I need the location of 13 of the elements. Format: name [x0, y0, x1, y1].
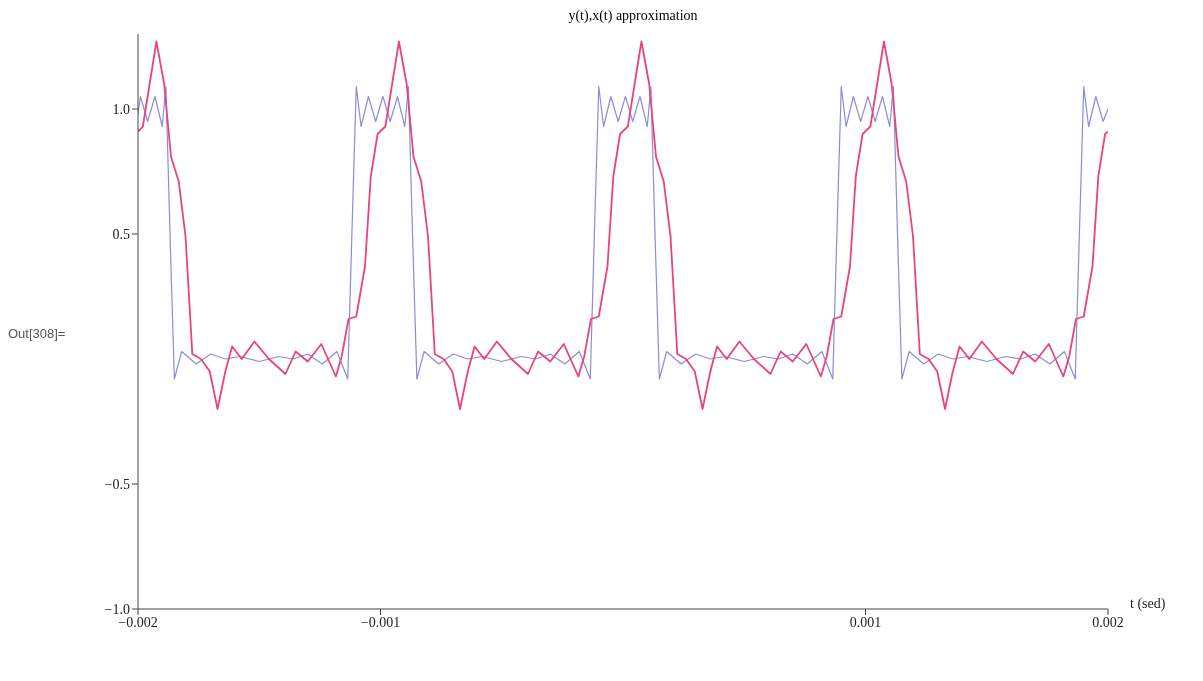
y-tick-label: 1.0: [112, 101, 130, 117]
x-tick-label: 0.001: [849, 614, 882, 630]
line-series: [138, 40, 1108, 410]
y-tick-label: −1.0: [104, 601, 130, 617]
y-tick-label: 0.5: [112, 226, 130, 242]
line-series: [138, 85, 1108, 380]
chart-title: y(t),x(t) approximation: [567, 8, 699, 24]
x-tick-label: 0.002: [1092, 614, 1124, 630]
x-tick-label: −0.002: [118, 614, 158, 630]
text: Out[308]=: [8, 326, 67, 341]
y-tick-label: −0.5: [104, 476, 130, 492]
x-axis-title: t (sed): [1130, 595, 1166, 612]
x-tick-label: −0.001: [360, 614, 401, 630]
